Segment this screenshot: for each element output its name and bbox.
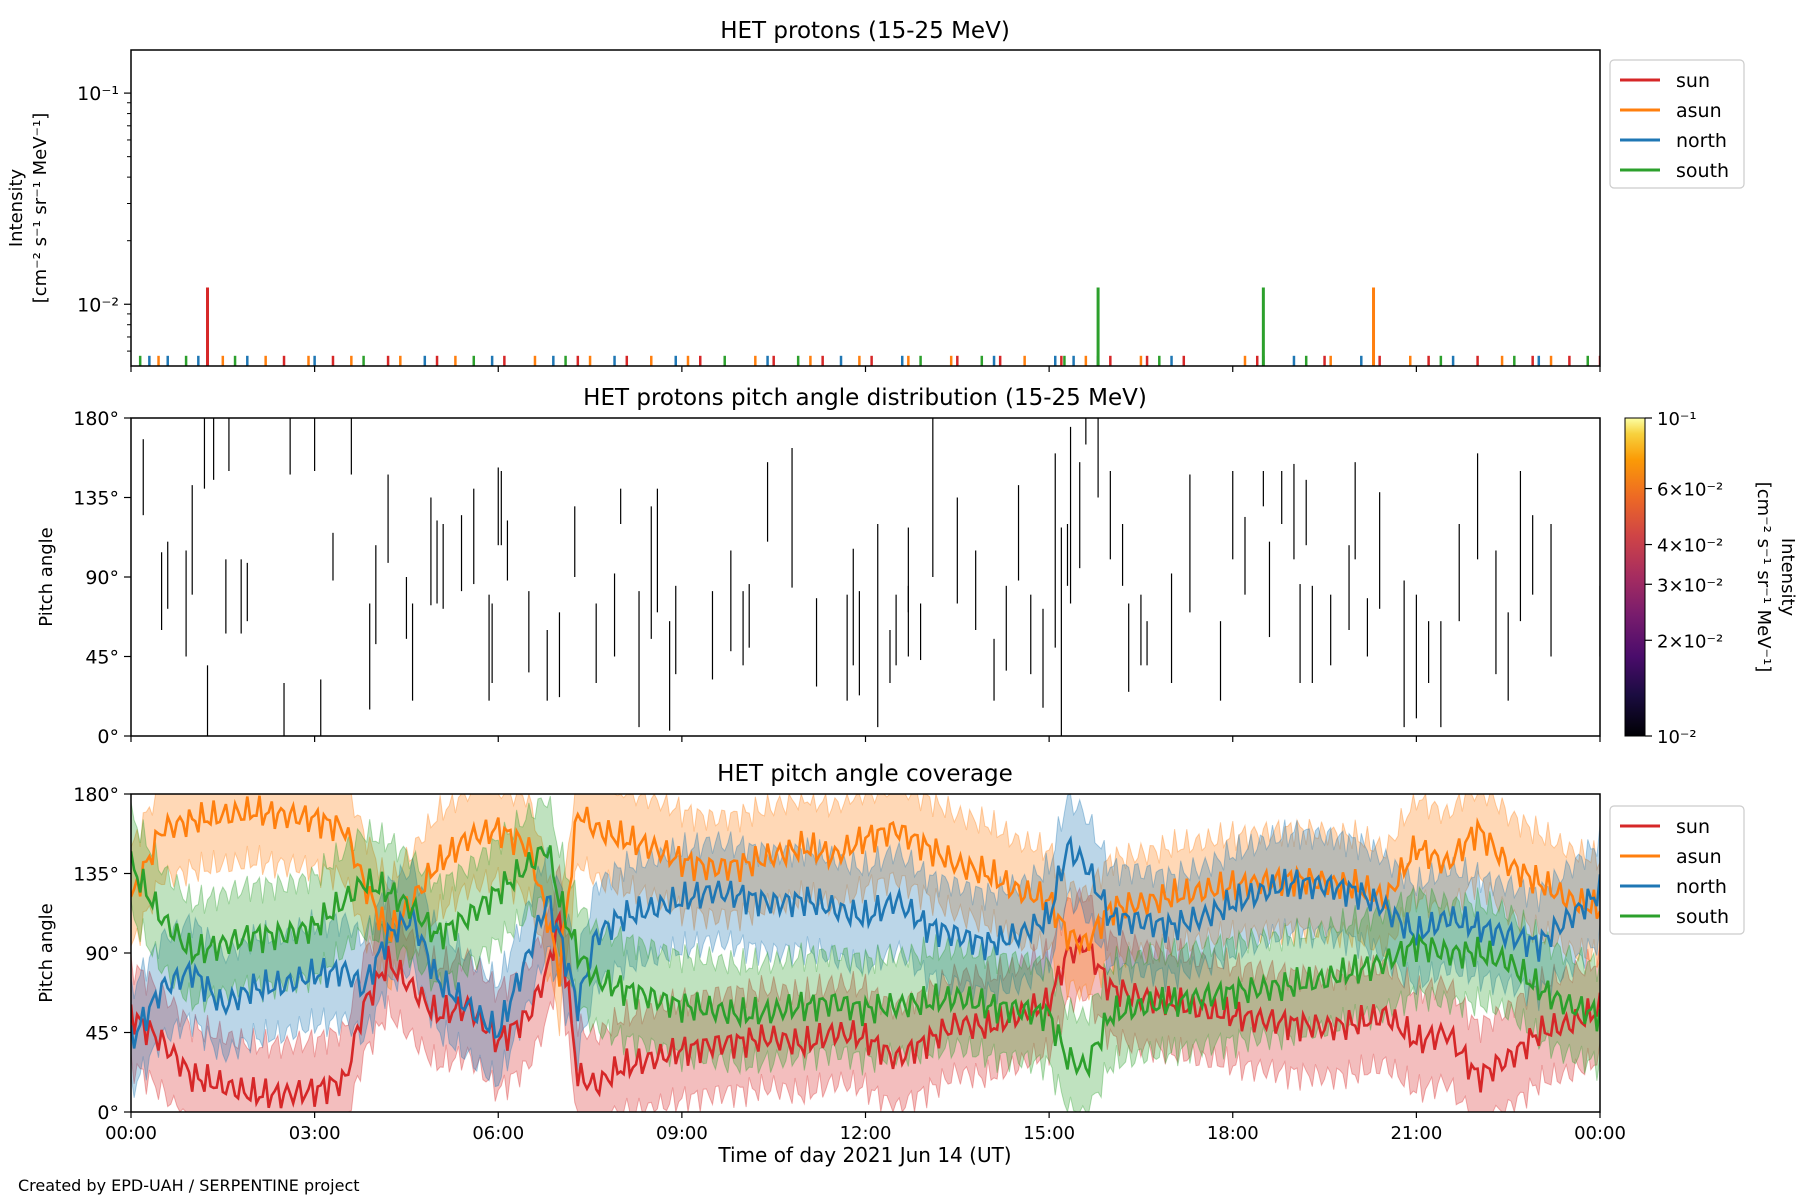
x-tick-label: 21:00 <box>1390 1123 1442 1144</box>
legend-label-asun: asun <box>1676 846 1722 868</box>
x-tick-label: 00:00 <box>1574 1123 1626 1144</box>
coverage-band-sun <box>131 863 1600 1112</box>
x-tick-label: 09:00 <box>656 1123 708 1144</box>
y-tick-label: 180° <box>73 408 119 430</box>
colorbar-label-line2: [cm⁻² s⁻¹ sr⁻¹ MeV⁻¹] <box>1753 482 1774 673</box>
panel3-ylabel: Pitch angle <box>36 903 57 1002</box>
coverage-line-sun <box>131 909 1600 1109</box>
panel2-ylabel: Pitch angle <box>36 527 57 626</box>
x-tick-label: 03:00 <box>289 1123 341 1144</box>
y-tick-label: 135° <box>73 488 119 510</box>
panel2-axes: 0° 45° 90° 135° 180° <box>73 408 1601 748</box>
coverage-band-asun <box>131 794 1600 1037</box>
colorbar-tick-label: 4×10⁻² <box>1657 536 1723 557</box>
coverage-line-asun <box>131 795 1600 987</box>
panel1-ylabel-line2: [cm⁻² s⁻¹ sr⁻¹ MeV⁻¹] <box>30 113 51 304</box>
colorbar <box>1624 417 1646 737</box>
legend-label-north: north <box>1676 130 1727 152</box>
x-tick-label: 12:00 <box>840 1123 892 1144</box>
x-axis-label: Time of day 2021 Jun 14 (UT) <box>717 1143 1011 1167</box>
colorbar-tick-label: 3×10⁻² <box>1657 575 1723 596</box>
coverage-band-south <box>131 795 1600 1112</box>
y-tick-label: 45° <box>85 647 119 669</box>
y-tick-label: 10⁻² <box>77 294 119 316</box>
y-tick-label: 0° <box>97 726 119 748</box>
panel1-ylabel: Intensity [cm⁻² s⁻¹ sr⁻¹ MeV⁻¹] <box>6 113 51 304</box>
x-tick-label: 00:00 <box>105 1123 157 1144</box>
legend-label-north: north <box>1676 876 1727 898</box>
y-tick-label: 45° <box>85 1023 119 1045</box>
y-tick-label: 90° <box>85 567 119 589</box>
legend-label-asun: asun <box>1676 100 1722 122</box>
y-tick-label: 135° <box>73 864 119 886</box>
coverage-line-south <box>131 845 1600 1079</box>
panel3-title: HET pitch angle coverage <box>717 761 1013 787</box>
colorbar-ticks: 10⁻¹ 6×10⁻² 4×10⁻² 3×10⁻² 2×10⁻² 10⁻² <box>1645 409 1723 748</box>
colorbar-tick-label: 6×10⁻² <box>1657 480 1723 501</box>
coverage-series <box>131 794 1600 1112</box>
legend-box <box>1609 59 1745 189</box>
x-tick-label: 18:00 <box>1207 1123 1259 1144</box>
x-tick-label: 15:00 <box>1023 1123 1075 1144</box>
coverage-line-north <box>131 835 1600 1049</box>
colorbar-label: Intensity [cm⁻² s⁻¹ sr⁻¹ MeV⁻¹] <box>1753 482 1798 673</box>
legend-label-sun: sun <box>1676 70 1710 92</box>
panel1-axes: 10⁻¹ 10⁻² <box>77 83 1601 372</box>
panel1-ylabel-line1: Intensity <box>6 168 27 247</box>
colorbar-tick-label: 10⁻¹ <box>1657 409 1697 430</box>
legend-box <box>1609 805 1745 935</box>
pitch-angle-coverage-panel: HET pitch angle coverage 0° 45° 90° 135° 180… <box>36 761 1745 1167</box>
panel1-legend: sun asun north south <box>1609 59 1745 189</box>
intensity-spikes <box>138 287 1600 366</box>
y-tick-label: 180° <box>73 784 119 806</box>
y-tick-label: 10⁻¹ <box>77 83 119 105</box>
panel2-title: HET protons pitch angle distribution (15… <box>583 385 1147 411</box>
legend-label-sun: sun <box>1676 816 1710 838</box>
legend-label-south: south <box>1676 906 1729 928</box>
distribution-segments <box>142 418 1600 736</box>
panel3-axes: 0° 45° 90° 135° 180° 00:00 03:00 06:00 09:00 12:0… <box>73 784 1626 1144</box>
intensity-panel: HET protons (15-25 MeV) 10⁻¹ 10⁻² Intensi… <box>6 18 1745 372</box>
colorbar-tick-label: 2×10⁻² <box>1657 631 1723 652</box>
panel1-title: HET protons (15-25 MeV) <box>720 18 1010 44</box>
pitch-angle-distribution-panel: HET protons pitch angle distribution (15… <box>36 385 1798 748</box>
colorbar-tick-label: 10⁻² <box>1657 727 1697 748</box>
y-tick-label: 90° <box>85 943 119 965</box>
legend-label-south: south <box>1676 160 1729 182</box>
colorbar-label-line1: Intensity <box>1777 538 1798 617</box>
panel3-legend: sun asun north south <box>1609 805 1745 935</box>
coverage-band-north <box>131 794 1600 1098</box>
footer-credit: Created by EPD-UAH / SERPENTINE project <box>18 1176 360 1195</box>
panel1-frame <box>130 49 1601 367</box>
x-tick-label: 06:00 <box>472 1123 524 1144</box>
y-tick-label: 0° <box>97 1102 119 1124</box>
